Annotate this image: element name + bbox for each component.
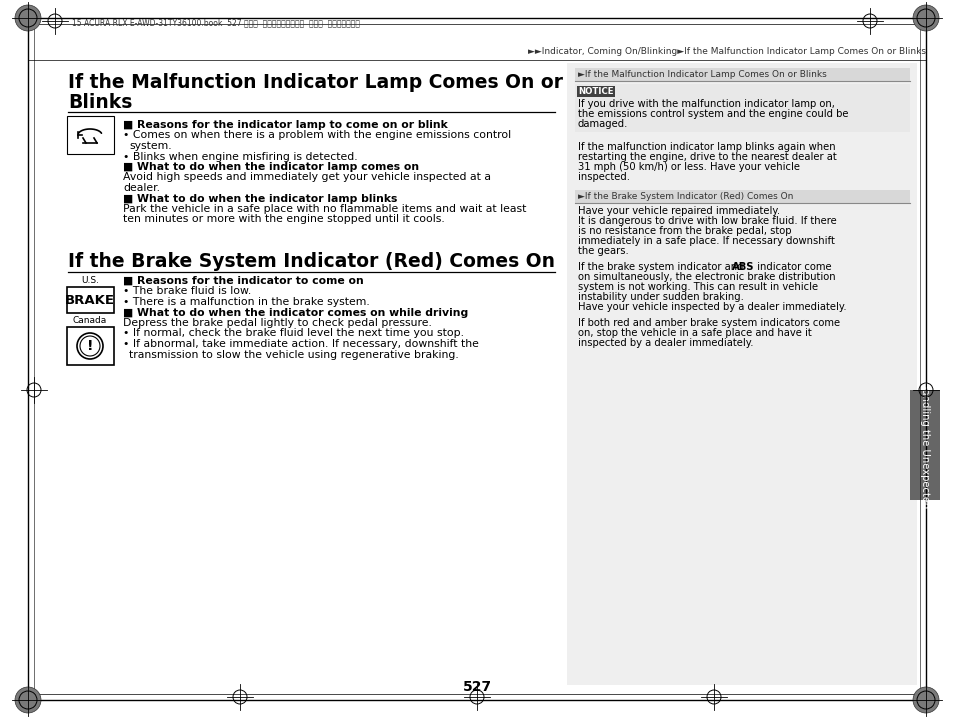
Text: dealer.: dealer. — [123, 183, 160, 193]
Text: ten minutes or more with the engine stopped until it cools.: ten minutes or more with the engine stop… — [123, 215, 444, 225]
FancyBboxPatch shape — [575, 190, 909, 203]
FancyBboxPatch shape — [577, 86, 615, 97]
Text: Have your vehicle repaired immediately.: Have your vehicle repaired immediately. — [578, 206, 780, 216]
Text: 15 ACURA RLX E-AWD-31TY36100.book  527 ページ  ２０１４年８月６日  水曜日  午後１時５９分: 15 ACURA RLX E-AWD-31TY36100.book 527 ペー… — [71, 18, 359, 27]
Text: If you drive with the malfunction indicator lamp on,: If you drive with the malfunction indica… — [578, 99, 834, 109]
Text: Park the vehicle in a safe place with no flammable items and wait at least: Park the vehicle in a safe place with no… — [123, 204, 526, 214]
FancyBboxPatch shape — [67, 287, 113, 313]
Text: ■ Reasons for the indicator lamp to come on or blink: ■ Reasons for the indicator lamp to come… — [123, 120, 447, 130]
Text: BRAKE: BRAKE — [65, 294, 115, 307]
Text: ■ What to do when the indicator lamp comes on: ■ What to do when the indicator lamp com… — [123, 162, 418, 172]
Text: Avoid high speeds and immediately get your vehicle inspected at a: Avoid high speeds and immediately get yo… — [123, 172, 491, 182]
Text: If the malfunction indicator lamp blinks again when: If the malfunction indicator lamp blinks… — [578, 142, 835, 152]
Text: Canada: Canada — [72, 316, 107, 325]
Text: If the Malfunction Indicator Lamp Comes On or: If the Malfunction Indicator Lamp Comes … — [68, 73, 562, 92]
Text: If the Brake System Indicator (Red) Comes On: If the Brake System Indicator (Red) Come… — [68, 252, 555, 271]
Text: • If abnormal, take immediate action. If necessary, downshift the: • If abnormal, take immediate action. If… — [123, 339, 478, 349]
Text: 527: 527 — [462, 680, 491, 694]
Text: Have your vehicle inspected by a dealer immediately.: Have your vehicle inspected by a dealer … — [578, 302, 845, 312]
Text: ►If the Brake System Indicator (Red) Comes On: ►If the Brake System Indicator (Red) Com… — [578, 192, 793, 201]
FancyBboxPatch shape — [575, 84, 909, 132]
Text: • Blinks when engine misfiring is detected.: • Blinks when engine misfiring is detect… — [123, 151, 357, 162]
Text: ■ Reasons for the indicator to come on: ■ Reasons for the indicator to come on — [123, 276, 363, 286]
Text: ■ What to do when the indicator lamp blinks: ■ What to do when the indicator lamp bli… — [123, 193, 397, 203]
Text: U.S.: U.S. — [81, 276, 99, 285]
Text: • Comes on when there is a problem with the engine emissions control: • Comes on when there is a problem with … — [123, 131, 511, 141]
Text: ►If the Malfunction Indicator Lamp Comes On or Blinks: ►If the Malfunction Indicator Lamp Comes… — [578, 70, 826, 79]
Text: instability under sudden braking.: instability under sudden braking. — [578, 292, 743, 302]
Text: It is dangerous to drive with low brake fluid. If there: It is dangerous to drive with low brake … — [578, 216, 836, 226]
FancyBboxPatch shape — [67, 327, 113, 365]
Text: If the brake system indicator and: If the brake system indicator and — [578, 262, 746, 272]
Text: immediately in a safe place. If necessary downshift: immediately in a safe place. If necessar… — [578, 236, 834, 246]
Text: Handling the Unexpected: Handling the Unexpected — [919, 381, 929, 508]
Circle shape — [912, 687, 938, 713]
FancyBboxPatch shape — [909, 390, 939, 500]
Circle shape — [912, 5, 938, 31]
Text: • If normal, check the brake fluid level the next time you stop.: • If normal, check the brake fluid level… — [123, 329, 463, 338]
FancyBboxPatch shape — [566, 63, 916, 685]
Text: ■ What to do when the indicator comes on while driving: ■ What to do when the indicator comes on… — [123, 307, 468, 317]
FancyBboxPatch shape — [67, 116, 113, 154]
Circle shape — [15, 5, 41, 31]
Text: restarting the engine, drive to the nearest dealer at: restarting the engine, drive to the near… — [578, 152, 836, 162]
Text: the gears.: the gears. — [578, 246, 628, 256]
FancyBboxPatch shape — [575, 68, 909, 81]
Text: system is not working. This can result in vehicle: system is not working. This can result i… — [578, 282, 818, 292]
Text: Depress the brake pedal lightly to check pedal pressure.: Depress the brake pedal lightly to check… — [123, 318, 432, 328]
Text: NOTICE: NOTICE — [578, 87, 613, 96]
Text: indicator come: indicator come — [753, 262, 831, 272]
Text: 31 mph (50 km/h) or less. Have your vehicle: 31 mph (50 km/h) or less. Have your vehi… — [578, 162, 800, 172]
Text: Blinks: Blinks — [68, 93, 132, 112]
Text: the emissions control system and the engine could be: the emissions control system and the eng… — [578, 109, 847, 119]
Text: on, stop the vehicle in a safe place and have it: on, stop the vehicle in a safe place and… — [578, 328, 811, 338]
Text: ►►Indicator, Coming On/Blinking►If the Malfunction Indicator Lamp Comes On or Bl: ►►Indicator, Coming On/Blinking►If the M… — [527, 47, 925, 56]
Circle shape — [15, 687, 41, 713]
Text: transmission to slow the vehicle using regenerative braking.: transmission to slow the vehicle using r… — [129, 350, 458, 360]
Text: !: ! — [87, 339, 93, 353]
Text: damaged.: damaged. — [578, 119, 628, 129]
Text: ABS: ABS — [731, 262, 754, 272]
Text: on simultaneously, the electronic brake distribution: on simultaneously, the electronic brake … — [578, 272, 835, 282]
Text: • There is a malfunction in the brake system.: • There is a malfunction in the brake sy… — [123, 297, 370, 307]
Text: inspected by a dealer immediately.: inspected by a dealer immediately. — [578, 338, 753, 348]
Text: If both red and amber brake system indicators come: If both red and amber brake system indic… — [578, 318, 840, 328]
Text: system.: system. — [129, 141, 172, 151]
Text: • The brake fluid is low.: • The brake fluid is low. — [123, 286, 251, 297]
Text: is no resistance from the brake pedal, stop: is no resistance from the brake pedal, s… — [578, 226, 791, 236]
Text: inspected.: inspected. — [578, 172, 629, 182]
